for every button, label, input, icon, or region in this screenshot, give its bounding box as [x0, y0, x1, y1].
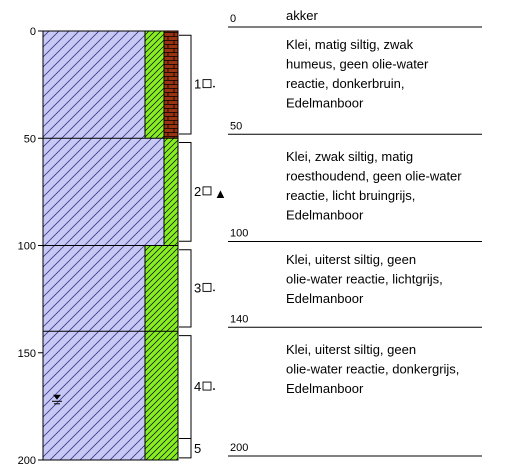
description-text-line: Edelmanboor	[286, 208, 364, 223]
description-text-line: akker	[286, 8, 318, 23]
sample-1: 1	[179, 34, 215, 135]
sample-4: 4	[179, 335, 215, 440]
sample-number: 4	[194, 379, 201, 394]
description-text-line: olie-water reactie, lichtgrijs,	[286, 272, 443, 287]
description-block-2: 100 Klei, zwak siltig, matig roesthoudend,…	[228, 149, 482, 242]
groundwater-triangle	[53, 394, 61, 400]
description-depth-label: 0	[230, 13, 236, 25]
description-text-line: Klei, zwak siltig, matig	[286, 149, 413, 164]
sample-bracket	[179, 142, 192, 242]
sample-dot-icon	[213, 289, 215, 292]
sample-bracket	[179, 34, 192, 135]
description-depth-label: 100	[230, 228, 248, 240]
description-text-line: Klei, uiterst siltig, geen	[286, 252, 416, 267]
description-text-line: roesthoudend, geen olie-water	[286, 169, 462, 184]
sample-dot-icon	[213, 85, 215, 88]
sample-box-icon	[202, 282, 212, 292]
sample-dot-icon	[213, 388, 215, 390]
sample-number: 5	[194, 441, 201, 456]
sample-5: 5	[179, 438, 201, 459]
description-block-1: 50 Klei, matig siltig, zwak humeus, geen o…	[228, 37, 482, 135]
depth-tick-label-2: 100	[18, 241, 36, 253]
description-text-line: Klei, matig siltig, zwak	[286, 37, 414, 52]
sample-number: 2	[194, 184, 201, 199]
description-depth-label: 140	[230, 313, 248, 325]
clay-fill-1	[43, 138, 164, 246]
silt-fill-1	[164, 138, 178, 246]
description-text-line: olie-water reactie, donkergrijs,	[286, 362, 459, 377]
sample-box-icon	[202, 186, 212, 196]
sample-marker-icon: ▲	[214, 186, 227, 201]
humus-fill-0	[164, 31, 178, 139]
description-text-line: reactie, donkerbruin,	[286, 76, 405, 91]
sample-2: 2 ▲	[179, 142, 227, 242]
description-block-0: 0 akker	[228, 8, 482, 28]
layer-descriptions: 0 akker 50 Klei, matig siltig, zwak humeus, …	[228, 8, 482, 457]
depth-tick-label-3: 150	[18, 348, 36, 360]
clay-fill-2	[43, 245, 145, 332]
sample-box-icon	[202, 381, 212, 391]
description-block-4: 200 Klei, uiterst siltig, geen olie-water …	[228, 342, 482, 457]
sample-number: 3	[194, 280, 201, 295]
sample-bracket	[179, 249, 192, 328]
silt-fill-2	[145, 245, 178, 332]
depth-tick-label-4: 200	[18, 455, 36, 466]
silt-fill-0	[145, 31, 164, 139]
description-text-line: Klei, uiterst siltig, geen	[286, 342, 416, 357]
description-depth-label: 50	[230, 120, 242, 132]
silt-fill-3	[145, 331, 178, 460]
description-text-line: Edelmanboor	[286, 291, 364, 306]
sample-3: 3	[179, 249, 215, 328]
sample-number: 1	[194, 77, 201, 92]
depth-axis: 0 50 100 150 200	[18, 26, 43, 466]
clay-fill-0	[43, 31, 145, 139]
description-depth-label: 200	[230, 442, 248, 454]
description-text-line: reactie, licht bruingrijs,	[286, 188, 415, 203]
groundwater-level-icon	[52, 394, 62, 405]
description-text-line: humeus, geen olie-water	[286, 57, 429, 72]
depth-tick-label-0: 0	[30, 26, 36, 38]
sample-bracket	[179, 335, 192, 440]
depth-tick-label-1: 50	[24, 133, 36, 145]
sample-bracket	[179, 438, 192, 459]
description-text-line: Edelmanboor	[286, 381, 364, 396]
sample-box-icon	[202, 79, 212, 89]
sample-brackets: 12 ▲345	[179, 34, 227, 459]
description-text-line: Edelmanboor	[286, 96, 364, 111]
description-block-3: 140 Klei, uiterst siltig, geen olie-water …	[228, 252, 482, 328]
